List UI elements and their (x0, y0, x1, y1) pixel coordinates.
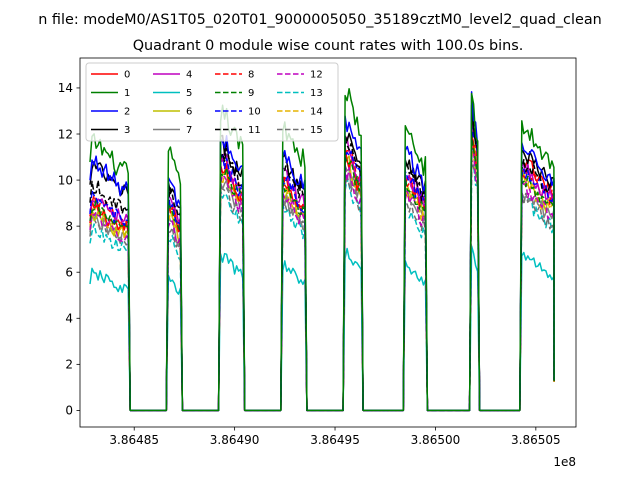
y-tick-label: 4 (65, 312, 73, 326)
y-tick-label: 14 (58, 81, 73, 95)
legend-label: 13 (310, 88, 323, 99)
legend-label: 8 (248, 70, 254, 81)
legend-label: 11 (248, 125, 261, 136)
x-axis: 3.86485 3.86490 3.86495 3.86500 3.86505 (109, 427, 561, 447)
x-tick-label: 3.86485 (109, 433, 159, 447)
series-layer (89, 88, 555, 412)
legend-label: 15 (310, 125, 323, 136)
y-tick-label: 12 (58, 127, 73, 141)
legend-label: 3 (124, 125, 130, 136)
y-axis: 0 2 4 6 8 10 12 14 (58, 81, 80, 418)
legend-label: 10 (248, 107, 261, 118)
legend-label: 5 (186, 88, 192, 99)
legend-frame (85, 62, 339, 142)
plot-frame (79, 57, 577, 428)
chart-title: Quadrant 0 module wise count rates with … (133, 38, 524, 54)
x-tick-label: 3.86495 (310, 433, 360, 447)
legend-label: 9 (248, 88, 254, 99)
legend-label: 6 (186, 107, 192, 118)
suptitle: n file: modeM0/AS1T05_020T01_9000005050_… (38, 12, 602, 28)
y-tick-label: 6 (65, 266, 73, 280)
x-tick-label: 3.86500 (411, 433, 461, 447)
x-tick-label: 3.86490 (210, 433, 260, 447)
series-line-1 (89, 88, 555, 412)
legend-label: 0 (124, 70, 130, 81)
y-tick-label: 8 (65, 219, 73, 233)
y-tick-label: 0 (65, 404, 73, 418)
legend-label: 7 (186, 125, 192, 136)
legend-label: 14 (310, 107, 323, 118)
legend-label: 12 (310, 70, 323, 81)
legend-label: 2 (124, 107, 130, 118)
y-tick-label: 10 (58, 173, 73, 187)
x-tick-label: 3.86505 (511, 433, 561, 447)
series-line-12 (89, 148, 555, 412)
y-tick-label: 2 (65, 358, 73, 372)
legend-label: 4 (186, 70, 192, 81)
series-line-14 (89, 142, 555, 412)
x-offset-label: 1e8 (553, 455, 576, 469)
legend-label: 1 (124, 88, 130, 99)
